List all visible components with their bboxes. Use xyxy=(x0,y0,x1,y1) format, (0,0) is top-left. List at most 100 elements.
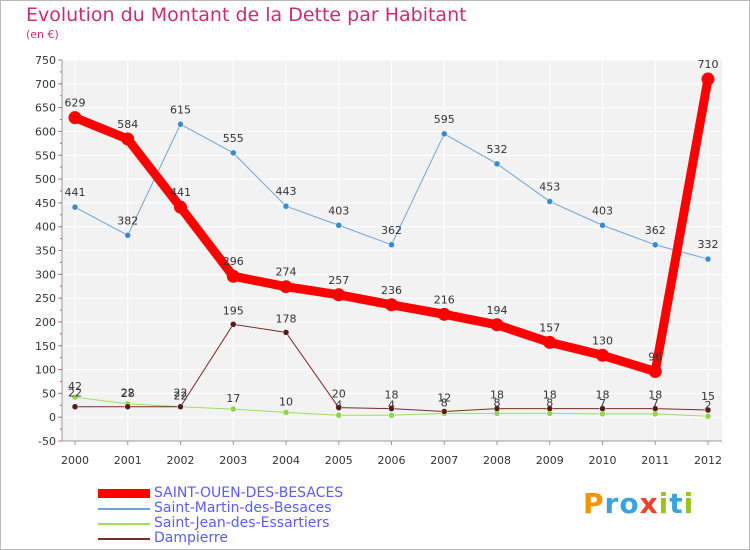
data-point-saint-jean xyxy=(704,412,712,420)
y-tick-label: 100 xyxy=(35,364,56,377)
data-label-saint-martin: 362 xyxy=(381,224,402,237)
data-label-saint-ouen: 236 xyxy=(381,284,402,297)
data-label-saint-ouen: 216 xyxy=(434,293,455,306)
legend-item-saint-jean[interactable]: Saint-Jean-des-Essartiers xyxy=(98,515,518,531)
data-label-saint-ouen: 584 xyxy=(117,118,138,131)
y-tick-label: 650 xyxy=(35,102,56,115)
data-label-saint-jean: 2 xyxy=(705,399,712,412)
y-tick-label: 300 xyxy=(35,268,56,281)
data-point-dampierre xyxy=(493,405,501,412)
chart-unit: (en €) xyxy=(26,28,59,41)
data-point-saint-ouen xyxy=(596,348,609,362)
data-label-saint-jean: 4 xyxy=(335,398,342,411)
data-point-saint-ouen xyxy=(490,318,504,332)
data-point-saint-martin xyxy=(71,203,79,211)
y-tick-label: 600 xyxy=(35,125,56,138)
data-label-saint-jean: 17 xyxy=(226,392,240,405)
legend-item-saint-martin[interactable]: Saint-Martin-des-Besaces xyxy=(98,500,518,516)
data-label-saint-jean: 7 xyxy=(599,397,606,410)
x-tick-label: 2008 xyxy=(483,454,511,467)
logo-letter: i xyxy=(658,487,670,520)
y-tick-label: 700 xyxy=(35,78,56,91)
data-label-saint-martin: 332 xyxy=(698,238,719,251)
data-label-saint-jean: 28 xyxy=(121,387,135,400)
data-point-saint-martin xyxy=(599,222,606,229)
data-label-saint-ouen: 96 xyxy=(648,350,662,363)
data-label-saint-martin: 595 xyxy=(434,113,455,126)
y-tick-label: 550 xyxy=(35,149,56,162)
data-point-saint-martin xyxy=(124,232,131,239)
data-label-dampierre: 20 xyxy=(332,388,346,401)
x-tick-label: 2002 xyxy=(167,454,195,467)
data-label-saint-ouen: 710 xyxy=(698,58,719,71)
data-label-saint-jean: 7 xyxy=(652,397,659,410)
y-tick-label: 150 xyxy=(35,340,56,353)
legend-item-saint-ouen[interactable]: SAINT-OUEN-DES-BESACES xyxy=(98,485,518,501)
y-tick-label: 500 xyxy=(35,173,56,186)
chart-legend: SAINT-OUEN-DES-BESACES Saint-Martin-des-… xyxy=(98,485,518,546)
data-label-saint-ouen: 257 xyxy=(328,274,349,287)
data-point-dampierre xyxy=(546,405,553,412)
data-point-saint-jean xyxy=(71,393,79,401)
x-tick-label: 2009 xyxy=(536,454,564,467)
legend-swatch-saint-martin xyxy=(98,508,150,510)
data-point-saint-ouen xyxy=(121,132,135,146)
legend-swatch-saint-jean xyxy=(98,523,150,525)
data-point-dampierre xyxy=(704,406,712,414)
y-tick-label: 50 xyxy=(42,387,56,400)
logo-letter: o xyxy=(619,487,640,520)
y-tick-label: -50 xyxy=(38,435,56,448)
data-point-dampierre xyxy=(441,408,448,415)
data-label-dampierre: 22 xyxy=(121,387,135,400)
data-point-saint-ouen xyxy=(226,269,240,283)
data-point-saint-ouen xyxy=(543,335,557,349)
data-point-saint-ouen xyxy=(279,280,293,294)
legend-label-saint-jean: Saint-Jean-des-Essartiers xyxy=(154,515,330,531)
x-tick-label: 2012 xyxy=(694,454,722,467)
data-point-saint-martin xyxy=(493,160,501,168)
data-label-saint-ouen: 130 xyxy=(592,334,613,347)
data-label-saint-jean: 8 xyxy=(546,396,553,409)
data-point-saint-jean xyxy=(335,412,342,419)
logo-letter: i xyxy=(683,487,695,520)
legend-label-dampierre: Dampierre xyxy=(154,530,228,546)
data-point-saint-jean xyxy=(388,412,395,419)
y-tick-label: 250 xyxy=(35,292,56,305)
data-label-saint-martin: 362 xyxy=(645,224,666,237)
data-label-saint-ouen: 157 xyxy=(539,321,560,334)
data-point-saint-ouen xyxy=(68,111,82,125)
data-point-saint-ouen xyxy=(437,307,451,321)
data-point-saint-martin xyxy=(177,121,184,128)
legend-item-dampierre[interactable]: Dampierre xyxy=(98,530,518,546)
x-tick-label: 2011 xyxy=(641,454,669,467)
chart-title: Evolution du Montant de la Dette par Hab… xyxy=(26,4,467,26)
data-label-saint-ouen: 296 xyxy=(223,255,244,268)
data-label-dampierre: 15 xyxy=(701,390,715,403)
legend-swatch-dampierre xyxy=(98,538,150,540)
data-point-saint-martin xyxy=(335,222,342,229)
data-label-dampierre: 18 xyxy=(543,389,557,402)
legend-label-saint-martin: Saint-Martin-des-Besaces xyxy=(154,500,332,516)
data-point-saint-martin xyxy=(704,255,712,263)
data-label-saint-jean: 42 xyxy=(68,380,82,393)
data-point-saint-jean xyxy=(282,409,290,416)
data-point-saint-martin xyxy=(282,202,290,210)
x-tick-label: 2004 xyxy=(272,454,300,467)
x-tick-label: 2001 xyxy=(114,454,142,467)
x-tick-label: 2007 xyxy=(430,454,458,467)
data-label-saint-ouen: 274 xyxy=(276,266,297,279)
data-label-saint-jean: 22 xyxy=(174,390,188,403)
data-label-dampierre: 18 xyxy=(385,389,399,402)
data-label-saint-martin: 441 xyxy=(65,186,86,199)
data-point-dampierre xyxy=(230,321,237,328)
data-point-saint-martin xyxy=(388,241,395,249)
data-label-saint-martin: 555 xyxy=(223,132,244,145)
y-tick-label: 750 xyxy=(35,54,56,67)
y-tick-label: 350 xyxy=(35,245,56,258)
legend-swatch-saint-ouen xyxy=(98,489,150,498)
data-label-saint-ouen: 629 xyxy=(65,97,86,110)
data-point-saint-martin xyxy=(441,130,448,138)
x-tick-label: 2005 xyxy=(325,454,353,467)
data-point-saint-ouen xyxy=(648,364,662,378)
